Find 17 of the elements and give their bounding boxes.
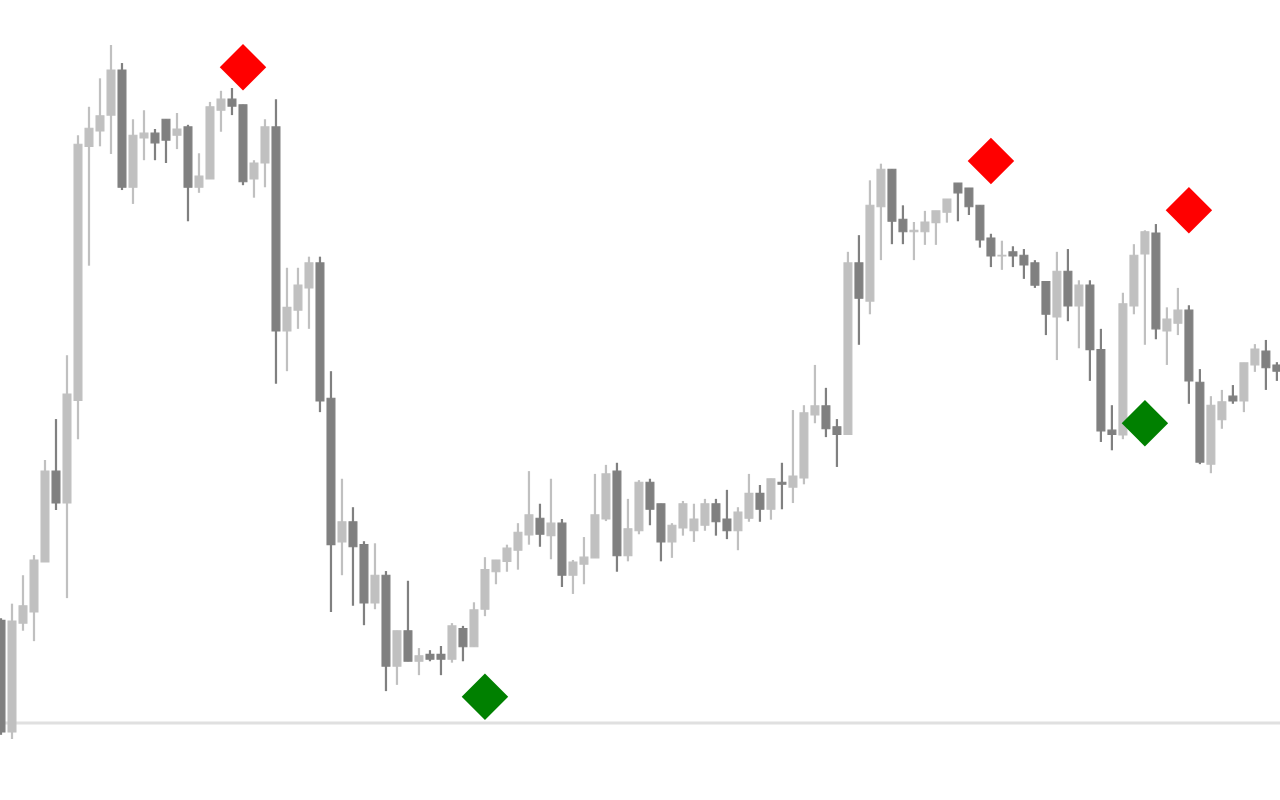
candlestick — [535, 502, 545, 548]
candlestick — [1074, 279, 1084, 350]
candlestick — [172, 111, 182, 151]
candlestick — [414, 646, 424, 677]
candlestick — [1228, 383, 1238, 405]
candlestick — [1140, 229, 1150, 346]
candlestick — [546, 477, 556, 561]
point — [461, 673, 509, 720]
point — [967, 137, 1015, 185]
candlestick — [755, 483, 765, 523]
point — [219, 43, 267, 91]
candlestick — [997, 239, 1007, 271]
point — [1165, 186, 1213, 234]
candlestick — [458, 624, 468, 663]
candlestick — [337, 477, 347, 577]
point — [1121, 399, 1169, 447]
candlestick — [777, 461, 787, 511]
